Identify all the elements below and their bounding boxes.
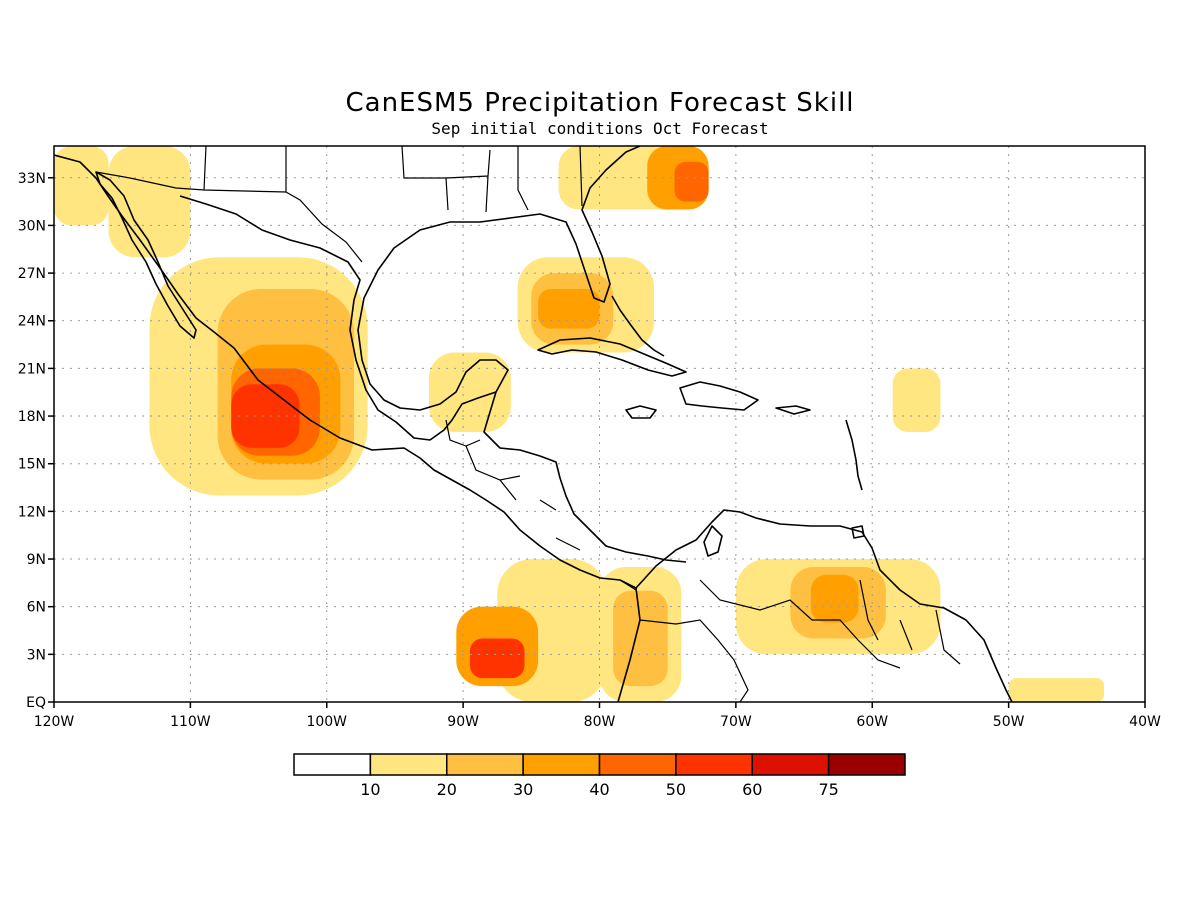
coastline-lesser-antilles (845, 419, 863, 491)
x-tick-label: 100W (306, 714, 347, 730)
political-borders (95, 146, 961, 702)
coastlines (54, 146, 1013, 702)
y-tick-label: 24N (18, 314, 46, 330)
skill-region-9 (613, 590, 668, 687)
skill-shading (54, 146, 1105, 702)
skill-region-19 (429, 352, 511, 432)
colorbar-box-0 (293, 753, 372, 776)
y-tick-label: EQ (26, 695, 46, 711)
longitude-axis: 120W 110W 100W 90W 80W 70W 60W 50W 40W (34, 702, 1161, 730)
colorbar-box-6 (751, 753, 830, 776)
coastline-caribbean-central-america (483, 391, 687, 563)
y-tick-label: 27N (18, 266, 46, 282)
coastline-lake-maracaibo (703, 525, 723, 557)
y-tick-label: 12N (18, 504, 46, 520)
coastline-puerto-rico (775, 405, 811, 415)
latitude-axis: EQ 3N 6N 9N 12N 15N 18N 21N 24N 27N 30N 33N (18, 171, 54, 711)
colorbar-label: 20 (437, 780, 457, 799)
chart-title: CanESM5 Precipitation Forecast Skill (345, 88, 854, 118)
skill-region-12 (810, 574, 859, 623)
skill-region-15 (538, 288, 600, 329)
x-tick-label: 110W (170, 714, 211, 730)
coastline-jamaica (625, 405, 657, 419)
colorbar-box-4 (598, 753, 677, 776)
skill-region-23 (1008, 678, 1105, 702)
colorbar-box-2 (446, 753, 524, 776)
y-tick-label: 30N (18, 218, 46, 234)
skill-region-4 (231, 384, 300, 448)
coastline-mexico-pacific (54, 154, 641, 702)
x-tick-label: 80W (584, 714, 616, 730)
y-tick-label: 18N (18, 409, 46, 425)
coastline-baja-california (95, 171, 197, 339)
border-us-mexico (95, 146, 363, 263)
colorbar-box-1 (369, 753, 448, 776)
y-tick-label: 15N (18, 457, 46, 473)
colorbar-box-3 (522, 753, 601, 776)
x-tick-label: 50W (993, 714, 1025, 730)
x-tick-label: 40W (1129, 714, 1161, 730)
x-tick-label: 120W (34, 714, 75, 730)
colorbar-box-7 (827, 753, 906, 776)
colorbar-label: 75 (818, 780, 838, 799)
skill-region-20 (892, 368, 941, 432)
plot-area (54, 146, 1145, 702)
skill-region-22 (54, 146, 109, 226)
coastline-trinidad (851, 525, 865, 539)
border-us-states (401, 146, 583, 213)
skill-region-21 (108, 146, 191, 258)
colorbar-label: 30 (513, 780, 533, 799)
x-tick-label: 70W (720, 714, 752, 730)
y-tick-label: 6N (27, 600, 46, 616)
border-central-america (445, 419, 637, 591)
colorbar-label: 60 (742, 780, 762, 799)
y-tick-label: 9N (27, 552, 46, 568)
x-tick-label: 90W (447, 714, 479, 730)
colorbar-label: 40 (589, 780, 609, 799)
x-tick-label: 60W (856, 714, 888, 730)
coastline-hispaniola (679, 381, 759, 411)
coastline-cuba (537, 337, 687, 377)
colorbar-label: 50 (666, 780, 686, 799)
colorbar-label: 10 (360, 780, 380, 799)
coastline-south-america-north (635, 509, 1013, 702)
skill-region-18 (674, 161, 709, 202)
colorbar-box-5 (675, 753, 753, 776)
coastline-bahamas (611, 295, 665, 357)
border-south-america (639, 579, 961, 702)
y-tick-label: 21N (18, 361, 46, 377)
chart-subtitle: Sep initial conditions Oct Forecast (431, 119, 768, 138)
y-tick-label: 3N (27, 647, 46, 663)
y-tick-label: 33N (18, 171, 46, 187)
skill-region-7 (469, 638, 525, 679)
colorbar: 10 20 30 40 50 60 75 (293, 753, 906, 799)
coastline-gulf-of-mexico (179, 146, 641, 441)
